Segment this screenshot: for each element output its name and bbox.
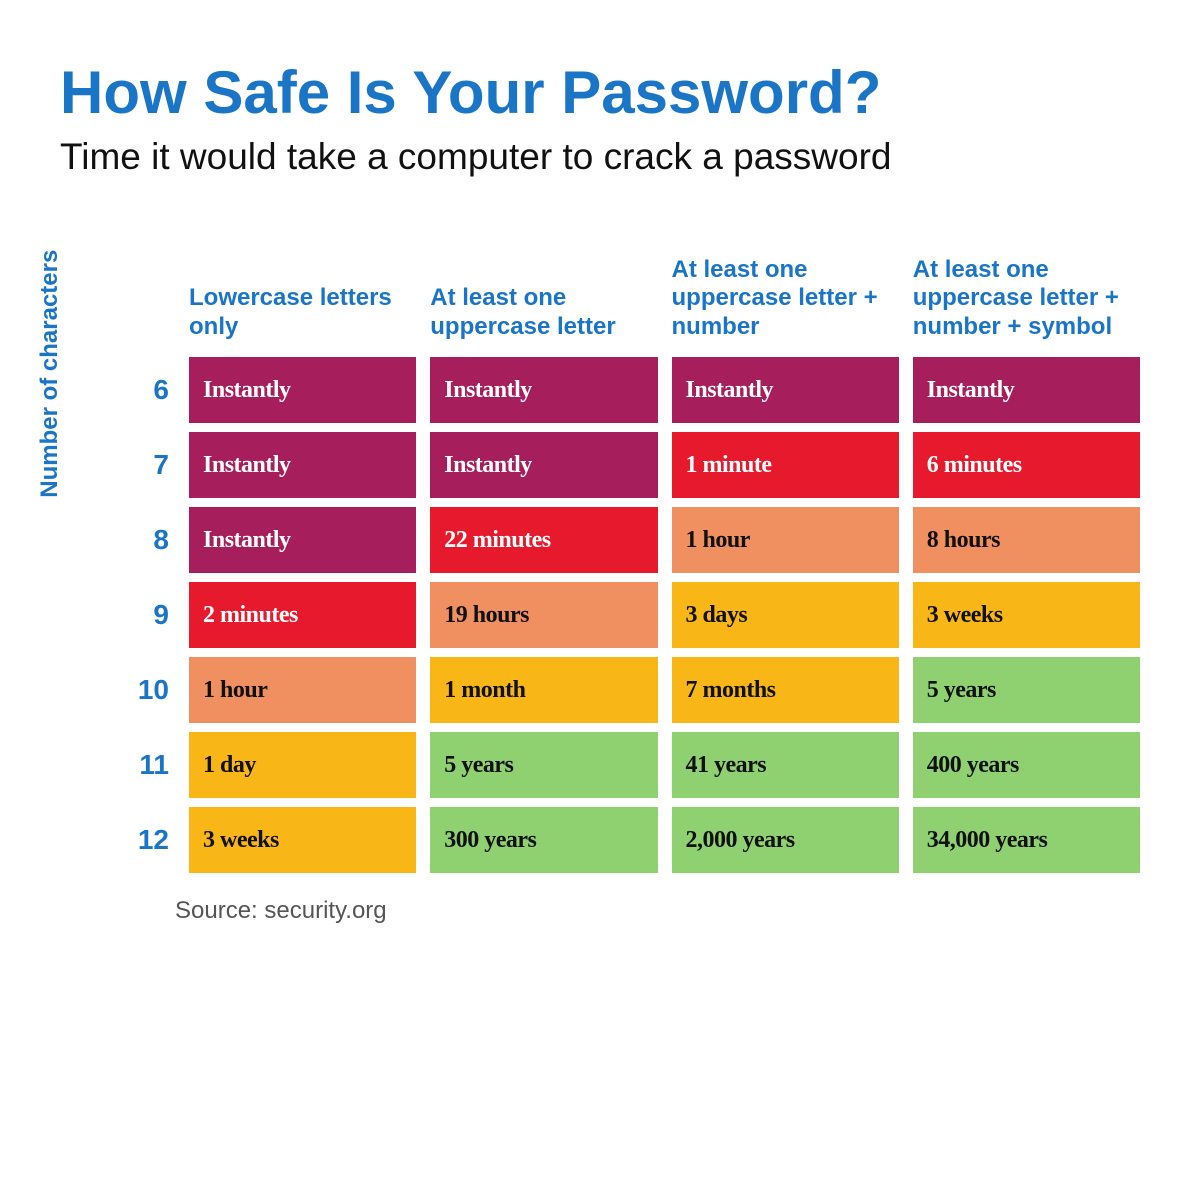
- row-label: 9: [125, 582, 175, 648]
- row-label: 11: [125, 732, 175, 798]
- table-cell: 2 minutes: [189, 582, 416, 648]
- table-cell: 41 years: [672, 732, 899, 798]
- page-subtitle: Time it would take a computer to crack a…: [60, 136, 1140, 178]
- table-cell: Instantly: [672, 357, 899, 423]
- row-label: 8: [125, 507, 175, 573]
- table-cell: 400 years: [913, 732, 1140, 798]
- table-cell: 1 day: [189, 732, 416, 798]
- row-label: 10: [125, 657, 175, 723]
- table-cell: 6 minutes: [913, 432, 1140, 498]
- column-header: At least one uppercase letter + number +…: [913, 228, 1140, 348]
- table-cell: 5 years: [430, 732, 657, 798]
- table-cell: 34,000 years: [913, 807, 1140, 873]
- table-cell: Instantly: [913, 357, 1140, 423]
- column-header: At least one uppercase letter + number: [672, 228, 899, 348]
- table-cell: 1 month: [430, 657, 657, 723]
- table-cell: 7 months: [672, 657, 899, 723]
- table-cell: 1 minute: [672, 432, 899, 498]
- table-cell: Instantly: [430, 357, 657, 423]
- table-cell: 19 hours: [430, 582, 657, 648]
- table-cell: 1 hour: [189, 657, 416, 723]
- table-cell: 1 hour: [672, 507, 899, 573]
- y-axis-label: Number of characters: [36, 249, 64, 497]
- source-text: Source: security.org: [60, 897, 1140, 925]
- password-chart: Number of characters Lowercase letters o…: [60, 228, 1140, 873]
- table-cell: 2,000 years: [672, 807, 899, 873]
- column-header: Lowercase letters only: [189, 228, 416, 348]
- row-label: 12: [125, 807, 175, 873]
- table-cell: Instantly: [189, 357, 416, 423]
- table-cell: 3 weeks: [913, 582, 1140, 648]
- table-cell: 300 years: [430, 807, 657, 873]
- table-cell: Instantly: [189, 507, 416, 573]
- table-cell: 22 minutes: [430, 507, 657, 573]
- table-cell: 5 years: [913, 657, 1140, 723]
- table-cell: 3 weeks: [189, 807, 416, 873]
- chart-grid: Lowercase letters onlyAt least one upper…: [125, 228, 1140, 873]
- table-cell: Instantly: [189, 432, 416, 498]
- table-cell: 3 days: [672, 582, 899, 648]
- column-header: At least one uppercase letter: [430, 228, 657, 348]
- row-label: 7: [125, 432, 175, 498]
- table-cell: 8 hours: [913, 507, 1140, 573]
- page-title: How Safe Is Your Password?: [60, 60, 1140, 126]
- table-cell: Instantly: [430, 432, 657, 498]
- row-label: 6: [125, 357, 175, 423]
